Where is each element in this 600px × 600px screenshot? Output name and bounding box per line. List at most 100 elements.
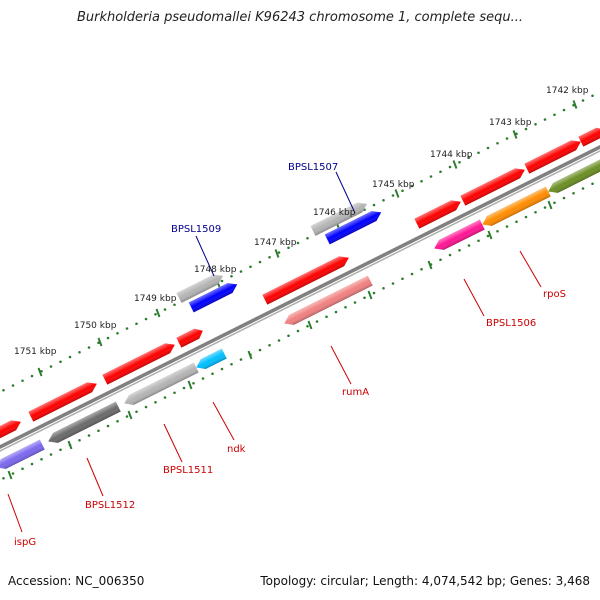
gene-feature — [176, 328, 203, 348]
label-leaders — [7, 171, 542, 533]
inner-track-dot — [277, 339, 281, 342]
gene-shading — [188, 283, 238, 313]
outer-track-dot — [524, 127, 528, 131]
inner-track-tick — [307, 320, 313, 330]
backbone — [0, 145, 600, 452]
outer-track-dot — [382, 198, 385, 202]
inner-track-dot — [591, 182, 594, 186]
map-title: Burkholderia pseudomallei K96243 chromos… — [76, 10, 524, 25]
inner-track-dot — [486, 234, 490, 238]
outer-track-dot — [553, 113, 556, 117]
accession-text: Accession: NC_006350 — [8, 574, 145, 588]
outer-track-dot — [135, 322, 138, 326]
outer-track-dot — [173, 303, 176, 307]
inner-track-dot — [505, 225, 509, 228]
tick-label: 1750 kbp — [74, 321, 117, 331]
outer-track-dot — [448, 165, 452, 169]
inner-track-dot — [144, 405, 148, 409]
outer-track-tick — [97, 337, 103, 347]
inner-track-dot — [296, 329, 300, 333]
tick-label: 1744 kbp — [430, 150, 473, 160]
gene-shading — [434, 219, 485, 250]
gene-label: BPSL1511 — [163, 465, 213, 476]
gene-label: BPSL1512 — [85, 500, 135, 511]
outer-track-dot — [543, 118, 547, 121]
inner-track-dot — [458, 248, 461, 252]
outer-track-dot — [534, 122, 537, 126]
gene-labels: BPSL1507 BPSL1509 BPSL1506 rpoS rumA ndk BPSL1… — [14, 162, 566, 548]
inner-track-dot — [106, 424, 110, 428]
leader-line — [195, 235, 215, 277]
inner-track-dot — [30, 462, 34, 466]
inner-track-tick — [67, 440, 73, 450]
inner-track-dot — [40, 457, 43, 461]
inner-track-dot — [334, 310, 338, 314]
gene-feature — [0, 420, 21, 446]
inner-track-dot — [562, 196, 566, 200]
tick-label: 1747 kbp — [254, 238, 297, 248]
gene-shading — [414, 200, 461, 229]
gene-label: rumA — [342, 387, 369, 398]
inner-track-dot — [287, 334, 290, 338]
inner-track-dot — [363, 296, 366, 300]
inner-track-tick — [187, 380, 193, 390]
gene-feature — [414, 200, 461, 229]
gene-feature — [196, 348, 227, 369]
inner-track-dot — [543, 206, 547, 209]
inner-track-dot — [59, 448, 62, 452]
inner-track-dot — [211, 372, 214, 376]
outer-track-dot — [439, 170, 442, 174]
outer-track-dot — [59, 360, 62, 364]
inner-track-dot — [325, 315, 328, 319]
inner-track-dot — [496, 229, 499, 233]
inner-track-dot — [467, 244, 471, 247]
inner-track-dot — [524, 215, 528, 219]
inner-track-dot — [410, 272, 414, 276]
outer-track-dot — [581, 99, 585, 102]
inner-track-dot — [230, 362, 233, 366]
gene-feature — [284, 275, 373, 325]
inner-track-dot — [258, 348, 262, 352]
outer-track-dot — [2, 388, 5, 392]
outer-track-tick — [452, 160, 458, 169]
outer-track-dot — [106, 336, 110, 340]
inner-track-dot — [439, 258, 442, 262]
inner-track-dot — [97, 429, 100, 433]
outer-track-dot — [144, 317, 148, 321]
outer-track-dot — [287, 246, 290, 250]
outer-track-dot — [239, 270, 243, 273]
outer-track-dot — [249, 265, 252, 269]
gene-shading — [28, 382, 97, 422]
inner-track-dot — [135, 410, 138, 414]
outer-track-dot — [458, 160, 461, 164]
outer-track-dot — [268, 255, 271, 259]
gene-feature — [28, 382, 97, 422]
gene-shading — [324, 211, 382, 245]
gene-feature — [176, 274, 223, 303]
tick-label: 1749 kbp — [134, 294, 177, 304]
leader-line — [7, 493, 23, 533]
topology-text: Topology: circular; Length: 4,074,542 bp… — [260, 574, 590, 588]
inner-track-dot — [515, 220, 518, 224]
outer-track-dot — [21, 379, 24, 383]
inner-track-dot — [11, 472, 15, 475]
outer-track-dot — [420, 179, 423, 183]
inner-track-dot — [353, 301, 357, 304]
outer-track-dot — [49, 365, 53, 368]
gene-feature — [460, 168, 525, 206]
outer-track-dot — [306, 236, 309, 240]
gene-feature — [0, 439, 45, 469]
inner-track-dot — [154, 400, 157, 404]
gene-feature — [48, 401, 121, 443]
inner-track-dot — [268, 343, 271, 347]
gene-shading — [124, 362, 199, 405]
inner-tick-track — [2, 182, 594, 480]
outer-track-dot — [477, 151, 480, 155]
gene-feature — [310, 202, 367, 236]
inner-track-dot — [420, 267, 423, 271]
gene-label: BPSL1506 — [486, 318, 536, 329]
tick-labels: 1742 kbp 1743 kbp 1744 kbp 1745 kbp 1746 kbp… — [14, 86, 589, 357]
gene-feature — [482, 186, 551, 226]
outer-track-dot — [562, 108, 566, 112]
